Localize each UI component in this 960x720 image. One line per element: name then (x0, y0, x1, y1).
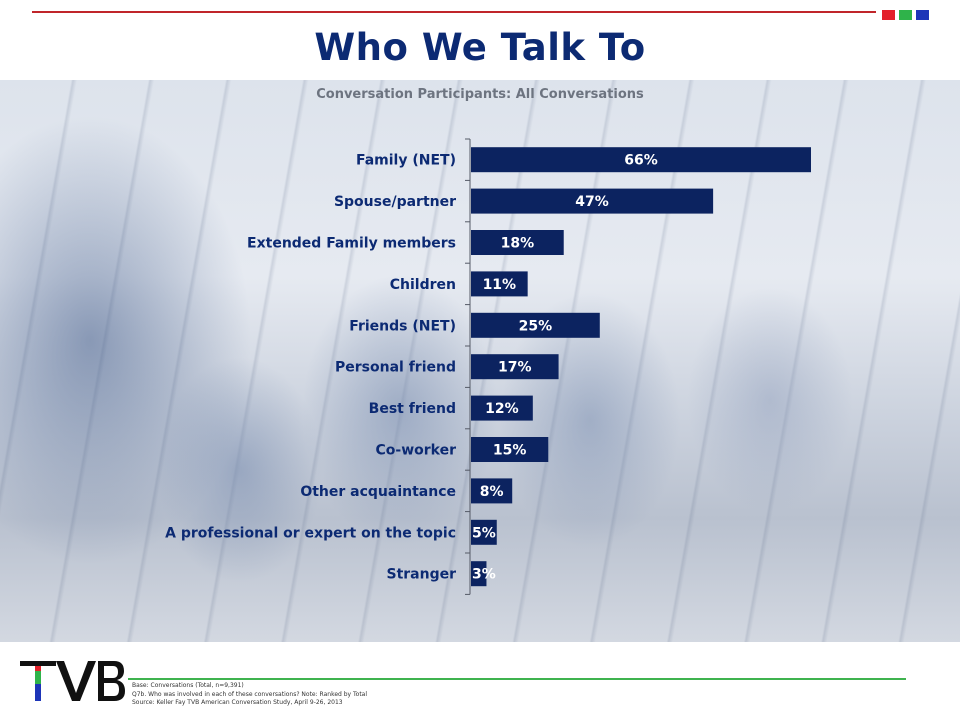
data-label: 8% (480, 484, 504, 500)
category-label: Spouse/partner (334, 194, 456, 210)
data-label: 11% (483, 277, 517, 293)
category-label: Personal friend (335, 360, 456, 376)
slide-title: Who We Talk To (314, 26, 646, 69)
data-label: 3% (472, 567, 496, 583)
data-label: 5% (472, 525, 496, 541)
footnote-question: Q7b. Who was involved in each of these c… (132, 690, 368, 698)
top-accent-rule (32, 11, 876, 13)
footnotes: Base: Conversations (Total, n=9,391) Q7b… (132, 682, 552, 708)
data-label: 25% (519, 318, 553, 334)
bar (471, 354, 559, 380)
category-label: Other acquaintance (300, 484, 456, 500)
data-label: 66% (624, 153, 658, 169)
blue-square-icon (916, 10, 929, 20)
category-label: A professional or expert on the topic (165, 525, 456, 541)
data-label: 15% (493, 443, 527, 459)
bar (471, 561, 487, 587)
category-label: Extended Family members (247, 236, 456, 252)
bar (471, 437, 549, 462)
footnote-source: Source: Keller Fay TVB American Conversa… (132, 699, 343, 706)
category-label: Children (390, 277, 456, 293)
chart-title: Conversation Participants: All Conversat… (316, 87, 644, 102)
bar (471, 147, 811, 173)
bar (471, 230, 564, 255)
axis-ticks (465, 138, 470, 595)
data-label: 47% (575, 194, 609, 210)
category-label: Co-worker (376, 443, 457, 459)
bar (471, 395, 533, 421)
footer-rule (128, 678, 906, 680)
bar (471, 188, 714, 214)
category-label: Best friend (369, 401, 456, 417)
category-label: Friends (NET) (349, 318, 456, 334)
bar (471, 271, 528, 297)
bar (471, 519, 497, 545)
green-square-icon (899, 10, 912, 20)
bar (471, 478, 513, 504)
data-label: 12% (485, 401, 519, 417)
data-label: 17% (498, 360, 532, 376)
data-label: 18% (501, 236, 535, 252)
footnote-base: Base: Conversations (Total, n=9,391) (132, 682, 244, 689)
bars-layer: Family (NET) 66% Spouse/partner 47% Extended… (165, 147, 811, 587)
category-label: Stranger (386, 567, 456, 583)
tvb-logo (20, 661, 125, 701)
bar (471, 312, 600, 338)
category-label: Family (NET) (356, 153, 456, 169)
red-square-icon (882, 10, 895, 20)
